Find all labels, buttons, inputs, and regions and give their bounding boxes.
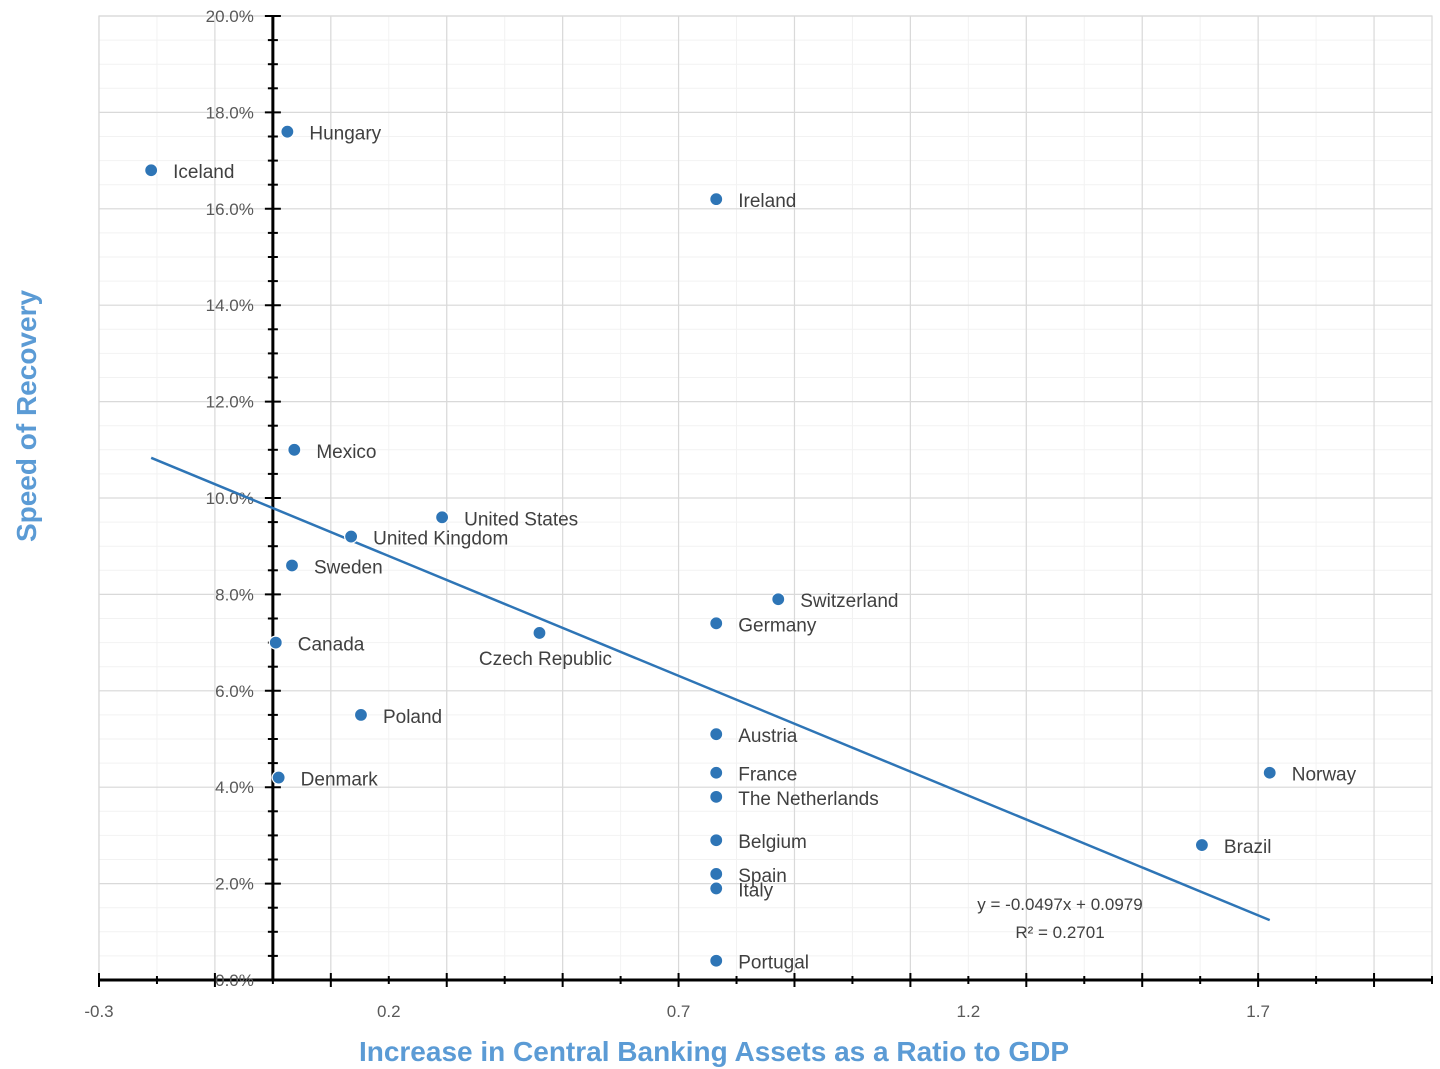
- data-point: [435, 510, 450, 525]
- data-point: [284, 558, 300, 573]
- y-tick-label: 12.0%: [206, 393, 254, 412]
- data-point: [709, 789, 724, 804]
- data-point: [709, 881, 724, 896]
- data-point: [353, 707, 369, 723]
- data-point: [144, 163, 159, 178]
- trendline-group: [150, 456, 1271, 922]
- data-point-label: Switzerland: [800, 591, 898, 612]
- y-tick-label: 16.0%: [206, 200, 254, 219]
- trendline: [150, 456, 1271, 922]
- trendline-equation: y = -0.0497x + 0.0979: [977, 895, 1142, 914]
- y-tick-label: 2.0%: [215, 875, 254, 894]
- data-point: [1262, 765, 1277, 780]
- y-tick-label: 4.0%: [215, 778, 254, 797]
- y-tick-label: 6.0%: [215, 682, 254, 701]
- data-point-label: United States: [464, 509, 578, 530]
- x-tick-label: -0.3: [84, 1002, 113, 1021]
- data-point-label: Brazil: [1224, 837, 1272, 858]
- data-point-label: Canada: [298, 635, 365, 656]
- data-point: [280, 124, 295, 139]
- data-point-label: Germany: [738, 615, 817, 636]
- y-tick-label: 0.0%: [215, 971, 254, 990]
- x-tick-label: 1.7: [1246, 1002, 1270, 1021]
- data-point-label: Austria: [738, 726, 798, 747]
- point-labels: Hungary Iceland Ireland Mexico United States…: [173, 124, 1356, 974]
- y-tick-label: 20.0%: [206, 7, 254, 26]
- data-point-label: Czech Republic: [479, 649, 612, 670]
- data-point-label: Mexico: [316, 442, 376, 463]
- data-point: [709, 765, 724, 780]
- trendline-r-squared: R² = 0.2701: [1015, 923, 1104, 942]
- data-point: [271, 770, 286, 785]
- data-point: [709, 727, 724, 742]
- data-point-label: Poland: [383, 707, 442, 728]
- data-point-label: Iceland: [173, 162, 234, 183]
- data-point: [709, 833, 724, 848]
- data-point: [709, 866, 724, 882]
- data-point: [1194, 837, 1210, 853]
- data-points: [144, 124, 1277, 968]
- data-point-label: Spain: [738, 866, 787, 887]
- data-point-label: Sweden: [314, 557, 383, 578]
- x-tick-label: 1.2: [957, 1002, 981, 1021]
- data-point-label: Hungary: [309, 124, 381, 145]
- data-point: [709, 192, 724, 207]
- data-point: [709, 616, 724, 631]
- y-tick-label: 14.0%: [206, 296, 254, 315]
- data-point: [268, 635, 283, 650]
- x-axis-title: Increase in Central Banking Assets as a …: [359, 1036, 1069, 1067]
- y-tick-label: 10.0%: [206, 489, 254, 508]
- y-tick-label: 18.0%: [206, 103, 254, 122]
- axes: -0.3 0.2 0.7 1.2 1.7 0.0% 2.0% 4.0% 6.0% 8.0% 10.0…: [84, 7, 1433, 1021]
- data-point-label: The Netherlands: [738, 789, 878, 810]
- data-point-label: Norway: [1292, 765, 1357, 786]
- data-point: [709, 953, 724, 968]
- data-point: [532, 625, 547, 641]
- data-point-label: Ireland: [738, 191, 796, 212]
- data-point-label: Italy: [738, 880, 773, 901]
- data-point-label: United Kingdom: [373, 529, 508, 550]
- major-gridlines: [98, 15, 1433, 981]
- data-point-label: Belgium: [738, 832, 807, 853]
- x-tick-label: 0.2: [377, 1002, 401, 1021]
- y-axis-title: Speed of Recovery: [11, 290, 42, 543]
- data-point: [344, 529, 359, 544]
- data-point-label: France: [738, 765, 797, 786]
- data-point-label: Portugal: [738, 953, 809, 974]
- data-point-label: Denmark: [301, 770, 379, 791]
- data-point: [771, 592, 786, 607]
- x-tick-label: 0.7: [667, 1002, 691, 1021]
- data-point: [287, 442, 302, 457]
- y-tick-label: 8.0%: [215, 585, 254, 604]
